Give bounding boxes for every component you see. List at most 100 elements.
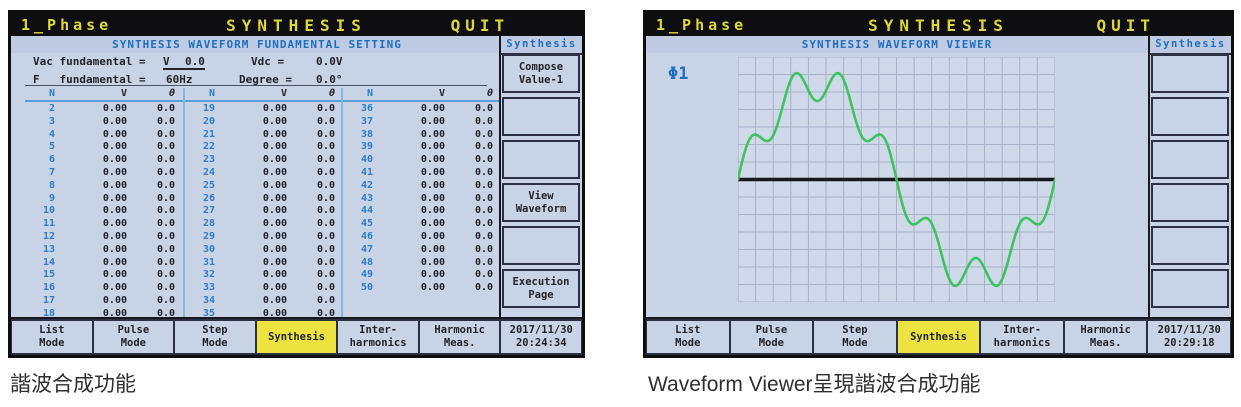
viewer-screen-panel: 1_Phase SYNTHESIS QUIT SYNTHESIS WAVEFOR… <box>643 10 1234 358</box>
vac-settings-row: Vac fundamental = 0.0 V Vdc = 0.0V <box>33 55 343 70</box>
mode-button-list-mode[interactable]: List Mode <box>11 319 93 355</box>
header-theta: θ <box>486 88 493 99</box>
harmonic-row-15: 15 0.00 0.0 <box>25 269 183 282</box>
mode-button-synthesis[interactable]: Synthesis <box>255 319 338 355</box>
harmonic-row-35: 35 0.00 0.0 <box>185 308 341 321</box>
harmonic-order: 4 <box>48 128 55 140</box>
quit-button[interactable]: QUIT <box>1096 16 1155 35</box>
harmonic-row-7: 7 0.00 0.0 <box>25 167 183 180</box>
harmonic-order: 8 <box>48 179 55 191</box>
harmonic-voltage-cell: 0.00 <box>420 269 445 281</box>
page-title: SYNTHESIS WAVEFORM VIEWER <box>801 38 993 51</box>
mode-button-pulse-mode[interactable]: Pulse Mode <box>92 319 175 355</box>
harmonic-order: 48 <box>360 256 373 268</box>
harmonic-row-37: 37 0.00 0.0 <box>343 116 499 129</box>
softkey-empty-6 <box>1151 269 1229 308</box>
titlebar-mode-title: SYNTHESIS <box>868 16 1009 35</box>
harmonic-voltage-cell: 0.00 <box>102 282 127 294</box>
title-strip <box>11 36 582 53</box>
phase-indicator: 1_Phase <box>21 16 113 34</box>
harmonic-voltage-cell: 0.00 <box>262 128 287 140</box>
harmonic-phase-cell: 0.0 <box>156 282 175 294</box>
harmonic-row-28: 28 0.00 0.0 <box>185 218 341 231</box>
harmonic-order: 30 <box>202 243 215 255</box>
harmonic-phase-cell: 0.0 <box>156 154 175 166</box>
mode-button-step-mode[interactable]: Step Mode <box>813 319 897 355</box>
harmonic-phase-cell: 0.0 <box>156 115 175 127</box>
harmonic-phase-cell: 0.0 <box>474 128 493 140</box>
settings-table-divider <box>25 85 487 86</box>
harmonic-row-46: 46 0.00 0.0 <box>343 231 499 244</box>
harmonic-row-34: 34 0.00 0.0 <box>185 295 341 308</box>
harmonic-voltage-cell: 0.00 <box>420 218 445 230</box>
mode-button-pulse-mode[interactable]: Pulse Mode <box>729 319 814 355</box>
harmonic-order: 40 <box>360 154 373 166</box>
vdc-value[interactable]: 0.0V <box>316 55 343 68</box>
harmonic-phase-cell: 0.0 <box>474 166 493 178</box>
harmonic-row-38: 38 0.00 0.0 <box>343 129 499 142</box>
harmonic-phase-cell: 0.0 <box>316 192 335 204</box>
titlebar: 1_Phase SYNTHESIS QUIT <box>646 13 1231 36</box>
softkey-view-waveform[interactable]: View Waveform <box>502 183 580 222</box>
header-n: N <box>48 88 55 99</box>
harmonic-voltage-cell: 0.00 <box>262 115 287 127</box>
harmonic-order: 13 <box>42 243 55 255</box>
harmonic-order: 41 <box>360 166 373 178</box>
harmonic-row-6: 6 0.00 0.0 <box>25 154 183 167</box>
harmonic-order: 43 <box>360 192 373 204</box>
harmonic-voltage-cell: 0.00 <box>262 282 287 294</box>
harmonic-voltage-cell: 0.00 <box>262 103 287 114</box>
harmonic-voltage-cell: 0.00 <box>102 103 127 114</box>
softkey-compose-value-1[interactable]: Compose Value-1 <box>502 54 580 93</box>
harmonic-row-3: 3 0.00 0.0 <box>25 116 183 129</box>
harmonic-order: 38 <box>360 128 373 140</box>
harmonic-order: 42 <box>360 179 373 191</box>
harmonic-order: 22 <box>202 141 215 153</box>
softkey-empty-4 <box>1151 183 1229 222</box>
harmonic-voltage-cell: 0.00 <box>262 218 287 230</box>
harmonic-phase-cell: 0.0 <box>474 243 493 255</box>
harmonic-row-47: 47 0.00 0.0 <box>343 244 499 257</box>
harmonic-row-11: 11 0.00 0.0 <box>25 218 183 231</box>
harmonic-phase-cell: 0.0 <box>156 230 175 242</box>
harmonic-order: 6 <box>48 154 55 166</box>
harmonic-phase-cell: 0.0 <box>156 192 175 204</box>
degree-value[interactable]: 0.0° <box>316 73 343 86</box>
harmonic-voltage-cell: 0.00 <box>420 230 445 242</box>
harmonic-row-25: 25 0.00 0.0 <box>185 180 341 193</box>
harmonic-phase-cell: 0.0 <box>316 115 335 127</box>
mode-button-synthesis[interactable]: Synthesis <box>896 319 981 355</box>
harmonic-order: 5 <box>48 141 55 153</box>
harmonic-voltage-cell: 0.00 <box>102 218 127 230</box>
softkey-execution-page[interactable]: Execution Page <box>502 269 580 308</box>
mode-button-list-mode[interactable]: List Mode <box>646 319 730 355</box>
harmonic-voltage-cell: 0.00 <box>420 282 445 294</box>
harmonic-row-8: 8 0.00 0.0 <box>25 180 183 193</box>
harmonic-row-29: 29 0.00 0.0 <box>185 231 341 244</box>
harmonic-order: 24 <box>202 166 215 178</box>
harmonic-voltage-cell: 0.00 <box>102 269 127 281</box>
mode-button-harmonic-meas[interactable]: Harmonic Meas. <box>418 319 501 355</box>
waveform-svg <box>736 56 1057 303</box>
harmonic-row-32: 32 0.00 0.0 <box>185 269 341 282</box>
f-fundamental-value[interactable]: 60Hz <box>166 73 193 86</box>
harmonic-voltage-cell: 0.00 <box>102 115 127 127</box>
harmonic-order: 12 <box>42 230 55 242</box>
mode-button-harmonic-meas[interactable]: Harmonic Meas. <box>1063 319 1148 355</box>
harmonic-voltage-cell: 0.00 <box>420 166 445 178</box>
quit-button[interactable]: QUIT <box>450 16 510 35</box>
harmonic-row-20: 20 0.00 0.0 <box>185 116 341 129</box>
harmonic-voltage-cell: 0.00 <box>420 141 445 153</box>
mode-button-inter-harmonics[interactable]: Inter- harmonics <box>337 319 419 355</box>
harmonic-phase-cell: 0.0 <box>474 179 493 191</box>
harmonic-phase-cell: 0.0 <box>316 166 335 178</box>
harmonic-row-31: 31 0.00 0.0 <box>185 257 341 270</box>
harmonic-phase-cell: 0.0 <box>474 192 493 204</box>
harmonic-order: 49 <box>360 269 373 281</box>
mode-button-step-mode[interactable]: Step Mode <box>174 319 256 355</box>
harmonic-order: 47 <box>360 243 373 255</box>
mode-button-inter-harmonics[interactable]: Inter- harmonics <box>980 319 1064 355</box>
harmonic-voltage-cell: 0.00 <box>262 154 287 166</box>
